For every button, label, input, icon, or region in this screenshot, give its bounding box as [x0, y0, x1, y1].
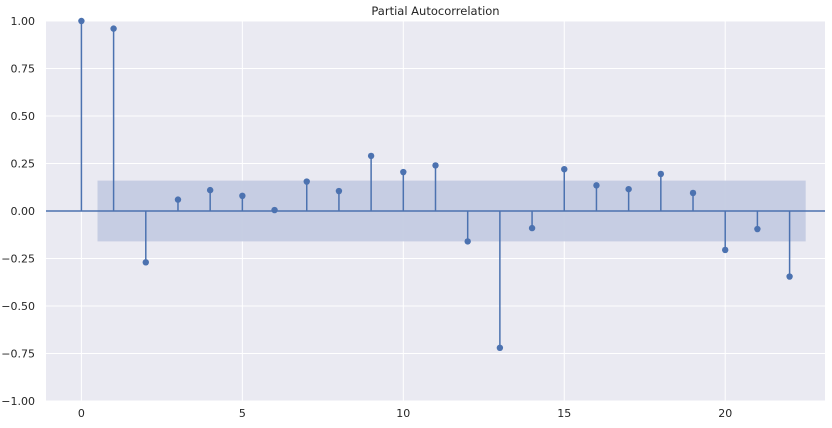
stem-marker	[657, 170, 665, 178]
stem-marker	[528, 224, 536, 232]
x-tick-label: 0	[78, 407, 85, 420]
stem-marker	[561, 166, 568, 173]
y-axis-ticks: −1.00 −0.75 −0.50 −0.25 0.00 0.25 0.50 0.75 1.00	[1, 15, 35, 408]
stem-marker	[496, 344, 504, 351]
stems	[78, 17, 793, 351]
stem-marker	[722, 246, 729, 254]
x-axis-ticks: 0 5 10 15 20	[78, 407, 732, 420]
y-tick-label: 0.00	[11, 205, 36, 218]
stem-marker	[464, 238, 471, 245]
x-tick-label: 10	[396, 407, 410, 420]
stem-marker	[335, 187, 343, 195]
stem-marker	[142, 259, 149, 266]
stem-marker	[400, 168, 407, 176]
stem-marker	[206, 186, 214, 194]
x-tick-label: 15	[557, 407, 571, 420]
stem-marker	[432, 162, 439, 169]
stem-marker	[78, 17, 85, 25]
y-tick-label: 0.25	[11, 158, 36, 171]
y-tick-label: −0.50	[1, 300, 35, 313]
stem-marker	[303, 178, 310, 185]
y-tick-label: 1.00	[11, 15, 36, 28]
stem-marker	[593, 182, 600, 189]
x-tick-label: 5	[239, 407, 246, 420]
stem-marker	[174, 196, 182, 203]
stem-marker	[754, 225, 761, 233]
stem-marker	[786, 273, 793, 280]
stem-marker	[625, 185, 632, 193]
y-tick-label: −0.75	[1, 348, 35, 361]
stem-marker	[239, 192, 246, 199]
chart-title: Partial Autocorrelation	[371, 4, 499, 18]
stem-marker	[271, 206, 278, 214]
stem-marker	[110, 25, 117, 32]
y-tick-label: 0.50	[11, 110, 36, 123]
stem-marker	[367, 152, 375, 160]
x-tick-label: 20	[718, 407, 732, 420]
y-tick-label: 0.75	[11, 63, 36, 76]
y-tick-label: −1.00	[1, 395, 35, 408]
stem-marker	[689, 189, 697, 197]
y-tick-label: −0.25	[1, 253, 35, 266]
